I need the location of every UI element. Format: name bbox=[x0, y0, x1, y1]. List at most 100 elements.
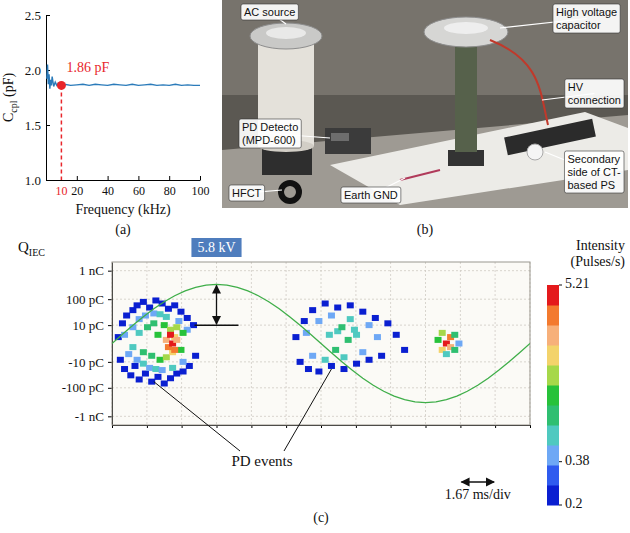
photo-board bbox=[330, 112, 628, 205]
tick-mark bbox=[108, 299, 112, 300]
label-text: Earth GND bbox=[344, 189, 398, 201]
plot-frame bbox=[112, 262, 530, 425]
tick-mark bbox=[200, 176, 201, 180]
pd-pulse bbox=[154, 332, 161, 338]
tick-mark bbox=[108, 416, 112, 417]
title-part: Q bbox=[18, 239, 29, 255]
label-text: HV bbox=[568, 81, 584, 93]
scatter-points bbox=[115, 297, 463, 386]
leader-line bbox=[154, 382, 240, 451]
grid-line bbox=[355, 262, 356, 425]
pd-pulse bbox=[192, 353, 199, 359]
tick-label: 20 bbox=[71, 184, 83, 198]
tick: -10 pC bbox=[68, 355, 112, 370]
pd-pulse bbox=[315, 318, 322, 324]
annotation-label: 1.86 pF bbox=[66, 60, 109, 75]
pd-pulse bbox=[401, 347, 408, 353]
data-line bbox=[112, 284, 530, 402]
pd-pulse bbox=[152, 297, 159, 303]
panel-label: (a) bbox=[115, 222, 131, 238]
tick-label: 2.5 bbox=[25, 8, 41, 23]
tick-label: 100 pC bbox=[66, 292, 104, 307]
colorbar-color bbox=[547, 365, 559, 386]
panel-label: (c) bbox=[313, 510, 329, 526]
colorbar-color bbox=[547, 405, 559, 426]
y-axis-title: Ccpl (pF) bbox=[1, 73, 19, 123]
grid-line bbox=[112, 416, 530, 417]
colorbar-color bbox=[547, 425, 559, 446]
pd-pulse bbox=[136, 330, 143, 336]
tick-label: 60 bbox=[133, 184, 145, 198]
photo-label: AC source bbox=[241, 4, 298, 20]
capacitor-base bbox=[448, 150, 484, 166]
grid-line bbox=[112, 361, 530, 362]
pd-pulse bbox=[154, 374, 161, 380]
ac-source-toroid bbox=[250, 23, 322, 49]
tick: -100 pC bbox=[62, 380, 112, 395]
grid-line bbox=[495, 262, 496, 425]
earth-cable bbox=[400, 170, 440, 180]
x-axis: 20406080100 bbox=[47, 176, 210, 198]
photo-background bbox=[222, 0, 628, 208]
pd-pulse bbox=[292, 334, 299, 340]
pd-pulse bbox=[353, 361, 360, 367]
annotation-line bbox=[61, 85, 63, 180]
pd-detector bbox=[325, 128, 371, 154]
pd-pulse bbox=[328, 313, 335, 319]
pd-pulse bbox=[140, 299, 147, 305]
annotation-label: 1.67 ms/div bbox=[445, 487, 511, 502]
plot-area bbox=[112, 284, 530, 402]
pd-pulse bbox=[301, 318, 308, 324]
panel-b: AC sourceHigh voltagecapacitorHVconnecti… bbox=[222, 0, 628, 238]
tick-label: 1 nC bbox=[79, 263, 104, 278]
pd-pulse bbox=[374, 334, 381, 340]
tick-label: -10 pC bbox=[68, 355, 104, 370]
hv-wire bbox=[490, 40, 548, 125]
panel-a: 204060801001.01.52.02.51.86 pF10Ccpl (pF… bbox=[1, 8, 210, 238]
grid-line bbox=[251, 262, 252, 425]
pd-detector-panel bbox=[331, 133, 349, 141]
tick: 100 pC bbox=[66, 292, 112, 307]
label-box bbox=[229, 185, 265, 201]
tick-label: 2.0 bbox=[25, 63, 41, 78]
tick-label: 80 bbox=[164, 184, 176, 198]
title-part: (pF) bbox=[1, 73, 17, 101]
grid-line bbox=[390, 262, 391, 425]
annotation-box-bg bbox=[191, 238, 241, 257]
tick-mark bbox=[108, 325, 112, 326]
colorbar-tick-label: 0.2 bbox=[565, 496, 583, 511]
tick-mark bbox=[108, 176, 109, 180]
pd-pulse bbox=[167, 375, 174, 381]
panel-c: 1 nC100 pC10 pC-10 pC-100 pC-1 nCQIEC0.2… bbox=[18, 238, 625, 526]
figure: 204060801001.01.52.02.51.86 pF10Ccpl (pF… bbox=[0, 0, 630, 533]
y-axis: 1.01.52.02.5 bbox=[25, 8, 50, 188]
pd-pulse bbox=[315, 368, 322, 374]
pd-pulse bbox=[451, 347, 458, 353]
pd-pulse bbox=[322, 357, 329, 363]
label-text: High voltage bbox=[556, 6, 617, 18]
pd-pulse bbox=[359, 349, 366, 355]
label-box bbox=[341, 187, 401, 203]
label-box bbox=[565, 79, 624, 108]
scale-arrow bbox=[461, 481, 494, 482]
pd-pulse bbox=[322, 301, 329, 307]
colorbar-title: Intensity bbox=[576, 238, 625, 253]
tick-label: 40 bbox=[102, 184, 114, 198]
pd-pulse bbox=[347, 316, 354, 322]
label-text: HFCT bbox=[232, 187, 262, 199]
axis-line bbox=[47, 180, 201, 181]
photo-label: Secondaryside of CT-based PS bbox=[564, 151, 624, 193]
pd-pulse bbox=[123, 313, 130, 319]
pd-pulse bbox=[171, 347, 178, 353]
tick: 1 nC bbox=[79, 263, 112, 278]
annotation-x-label: 10 bbox=[55, 184, 67, 198]
tick: 20 bbox=[71, 176, 83, 198]
annotation-point bbox=[57, 81, 66, 90]
pd-pulse bbox=[340, 366, 347, 372]
pd-pulse bbox=[157, 357, 164, 363]
pd-pulse bbox=[175, 318, 182, 324]
pd-pulse bbox=[338, 324, 345, 330]
tick: -1 nC bbox=[75, 409, 112, 424]
tick-mark bbox=[46, 180, 50, 181]
photo-label: Earth GND bbox=[341, 187, 401, 203]
